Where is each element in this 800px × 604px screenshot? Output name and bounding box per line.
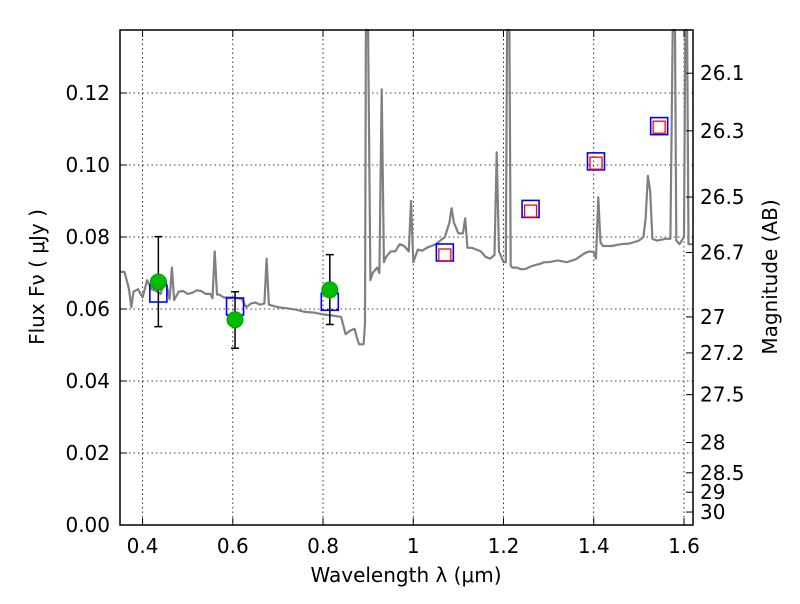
y-tick-label: 0.04 xyxy=(65,369,110,393)
right-tick-label: 26.3 xyxy=(700,119,745,143)
spectrum-line xyxy=(120,28,693,346)
x-tick-label: 0.4 xyxy=(127,534,159,558)
y-tick-label: 0.12 xyxy=(65,81,110,105)
y-axis-right-label: Magnitude (AB) xyxy=(758,199,782,354)
plot-frame xyxy=(119,29,694,526)
model-square-marker xyxy=(586,152,606,171)
right-tick-label: 28.5 xyxy=(700,461,745,485)
x-tick-label: 1.4 xyxy=(578,534,610,558)
y-tick-label: 0.02 xyxy=(65,441,110,465)
right-tick-label: 26.5 xyxy=(700,185,745,209)
right-tick-label: 30 xyxy=(700,500,725,524)
observed-square-marker xyxy=(438,248,452,262)
right-tick-label: 28 xyxy=(700,431,725,455)
y-tick-label: 0.08 xyxy=(65,225,110,249)
series-layer xyxy=(120,28,693,349)
observed-circle-marker xyxy=(226,311,244,329)
x-tick-label: 0.6 xyxy=(217,534,249,558)
right-tick-label: 27.5 xyxy=(700,383,745,407)
right-tick-label: 26.7 xyxy=(700,240,745,264)
observed-circle-marker xyxy=(149,273,167,291)
y-tick-label: 0.06 xyxy=(65,297,110,321)
x-tick-label: 1.6 xyxy=(668,534,700,558)
observed-circle-marker xyxy=(321,281,339,299)
right-tick-label: 27 xyxy=(700,305,725,329)
y-axis-label: Flux Fν ( μJy ) xyxy=(25,209,49,345)
right-tick-label: 26.1 xyxy=(700,61,745,85)
axis-ticks: 0.4 0.6 0.8 1 1.2 1.4 1.6 0.00 0.02 0.04 0.06 0.08 0… xyxy=(65,30,745,558)
y-tick-label: 0.10 xyxy=(65,153,110,177)
x-axis-label: Wavelength λ (μm) xyxy=(310,563,501,587)
x-tick-label: 1 xyxy=(407,534,420,558)
grid-lines xyxy=(120,30,693,526)
observed-square-marker xyxy=(589,156,603,170)
y-tick-label: 0.00 xyxy=(65,513,110,537)
right-tick-label: 29 xyxy=(700,480,725,504)
observed-square-marker xyxy=(523,204,538,218)
right-tick-label: 27.2 xyxy=(700,341,745,365)
x-tick-label: 1.2 xyxy=(488,534,520,558)
observed-square-marker xyxy=(652,120,666,134)
model-square-marker xyxy=(649,116,669,136)
x-tick-label: 0.8 xyxy=(307,534,339,558)
